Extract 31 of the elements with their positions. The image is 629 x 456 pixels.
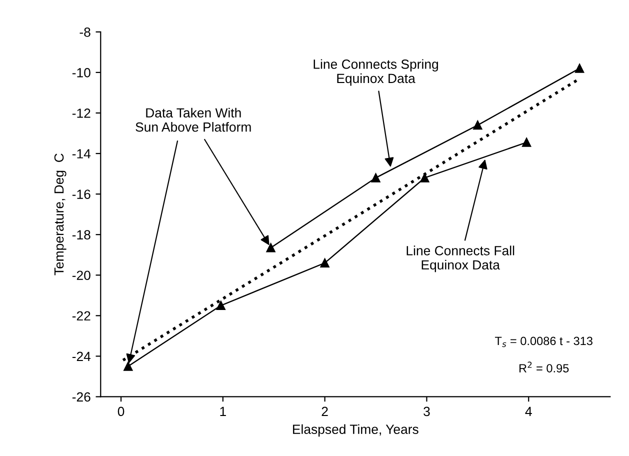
x-tick-label: 4: [525, 406, 532, 416]
y-tick-label: -22: [72, 311, 90, 320]
y-axis-title: Temperature, Deg C: [54, 154, 66, 276]
y-tick-label: -26: [72, 392, 90, 402]
y-tick-label: -10: [72, 68, 90, 78]
y-tick-label: -18: [72, 230, 90, 240]
x-tick-label: 2: [322, 406, 328, 416]
annotation: Line Connects Fall Equinox Data: [406, 246, 514, 272]
y-tick-label: -20: [72, 270, 90, 280]
y-tick-label: -12: [72, 108, 90, 118]
point: [575, 64, 584, 73]
x-tick-label: 0: [118, 406, 124, 416]
x-axis-title: Elaspsed Time, Years: [293, 424, 418, 437]
annotation: Data Taken With Sun Above Platform: [136, 108, 251, 132]
point: [371, 173, 380, 182]
point: [216, 301, 226, 310]
y-tick-label: -14: [72, 149, 91, 158]
point: [266, 243, 276, 252]
annotation: R$^{2}$ = 0.95: [519, 362, 569, 372]
point: [473, 120, 482, 130]
annotation: T$_{s}$ = 0.0086 t - 313: [494, 336, 592, 348]
annotation: Line Connects Spring Equinox Data: [314, 59, 438, 86]
y-tick-label: -24: [72, 352, 91, 361]
point: [124, 362, 133, 371]
y-tick-label: -8: [80, 27, 90, 37]
x-tick-label: 1: [220, 406, 226, 416]
point: [420, 173, 430, 182]
point: [320, 258, 330, 268]
x-tick-label: 3: [424, 406, 430, 416]
point: [522, 138, 532, 147]
y-tick-label: -16: [72, 190, 90, 199]
